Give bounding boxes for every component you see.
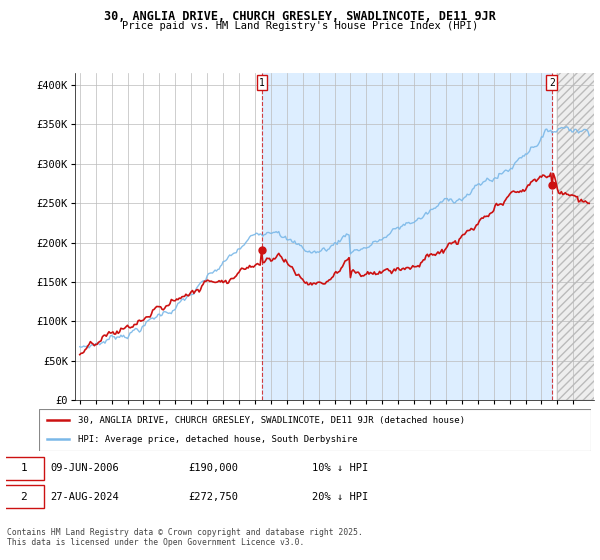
Text: 1: 1 bbox=[20, 463, 27, 473]
Text: 2: 2 bbox=[549, 78, 555, 88]
Text: 20% ↓ HPI: 20% ↓ HPI bbox=[312, 492, 368, 502]
Text: 27-AUG-2024: 27-AUG-2024 bbox=[50, 492, 119, 502]
Text: Price paid vs. HM Land Registry's House Price Index (HPI): Price paid vs. HM Land Registry's House … bbox=[122, 21, 478, 31]
Text: 10% ↓ HPI: 10% ↓ HPI bbox=[312, 463, 368, 473]
Text: £190,000: £190,000 bbox=[188, 463, 238, 473]
FancyBboxPatch shape bbox=[39, 409, 591, 451]
Text: HPI: Average price, detached house, South Derbyshire: HPI: Average price, detached house, Sout… bbox=[77, 435, 357, 444]
Text: Contains HM Land Registry data © Crown copyright and database right 2025.
This d: Contains HM Land Registry data © Crown c… bbox=[7, 528, 363, 547]
Bar bbox=[557, 73, 597, 400]
Text: 09-JUN-2006: 09-JUN-2006 bbox=[50, 463, 119, 473]
Bar bbox=[557, 69, 597, 400]
FancyBboxPatch shape bbox=[3, 485, 44, 508]
Bar bbox=[262, 73, 552, 400]
Text: 1: 1 bbox=[259, 78, 265, 88]
Text: 30, ANGLIA DRIVE, CHURCH GRESLEY, SWADLINCOTE, DE11 9JR (detached house): 30, ANGLIA DRIVE, CHURCH GRESLEY, SWADLI… bbox=[77, 416, 464, 424]
Text: £272,750: £272,750 bbox=[188, 492, 238, 502]
Text: 2: 2 bbox=[20, 492, 27, 502]
Text: 30, ANGLIA DRIVE, CHURCH GRESLEY, SWADLINCOTE, DE11 9JR: 30, ANGLIA DRIVE, CHURCH GRESLEY, SWADLI… bbox=[104, 10, 496, 23]
FancyBboxPatch shape bbox=[3, 456, 44, 480]
